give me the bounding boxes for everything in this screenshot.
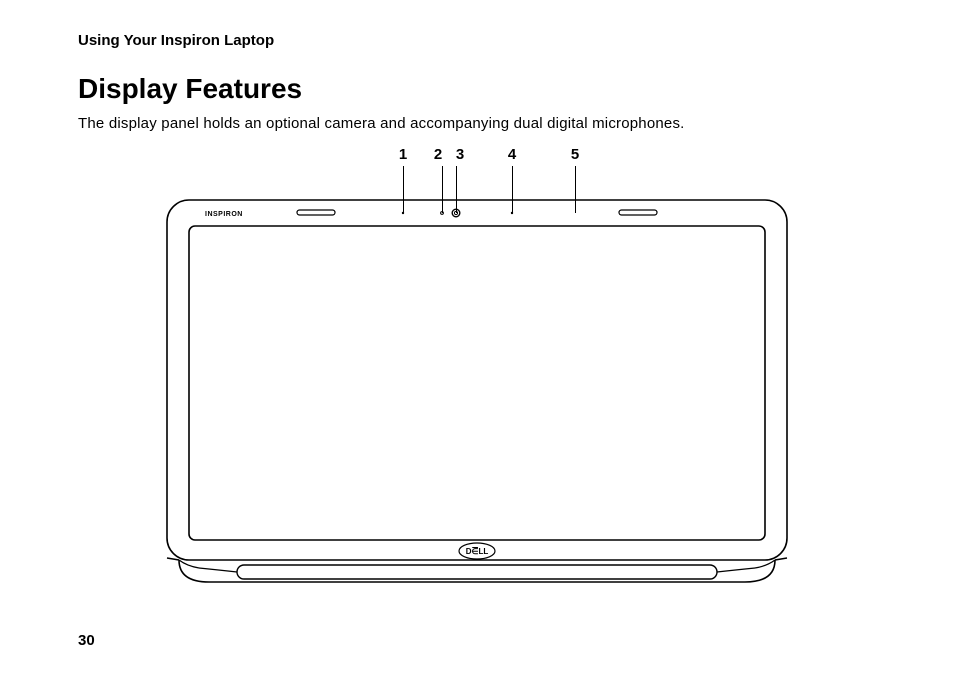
page-title: Display Features bbox=[78, 73, 876, 105]
brand-label: INSPIRON bbox=[205, 211, 243, 218]
diagram-container: 1 2 3 4 5 INSPIRON bbox=[78, 150, 876, 590]
callout-label-5: 5 bbox=[571, 146, 579, 163]
body-text: The display panel holds an optional came… bbox=[78, 115, 876, 132]
callout-label-3: 3 bbox=[456, 146, 464, 163]
callout-label-1: 1 bbox=[399, 146, 407, 163]
laptop-display-diagram: 1 2 3 4 5 INSPIRON bbox=[127, 150, 827, 590]
section-header: Using Your Inspiron Laptop bbox=[78, 32, 876, 49]
callout-label-2: 2 bbox=[434, 146, 442, 163]
dell-logo: D⋶LL bbox=[459, 543, 495, 559]
callout-line-3 bbox=[456, 166, 457, 213]
laptop-svg: INSPIRON D⋶LL bbox=[127, 150, 827, 590]
callout-line-5 bbox=[575, 166, 576, 213]
callout-label-4: 4 bbox=[508, 146, 516, 163]
page-number: 30 bbox=[78, 632, 95, 649]
callout-line-1 bbox=[403, 166, 404, 213]
svg-text:D⋶LL: D⋶LL bbox=[466, 547, 489, 556]
callout-line-4 bbox=[512, 166, 513, 213]
callout-line-2 bbox=[442, 166, 443, 213]
